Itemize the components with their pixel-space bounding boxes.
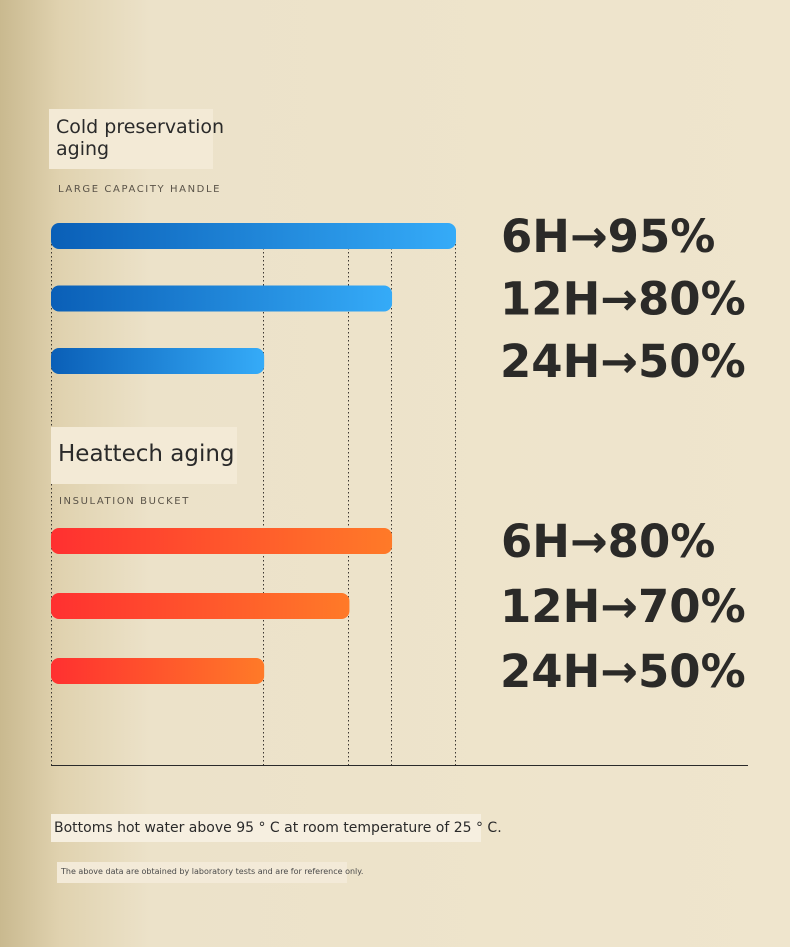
heat-bar-6H — [51, 528, 393, 554]
heat-value-label-6H: 6H→80% — [501, 515, 715, 568]
note-box: Bottoms hot water above 95 ° C at room t… — [51, 814, 502, 842]
heat-subtitle: INSULATION BUCKET — [59, 496, 190, 507]
note-text: Bottoms hot water above 95 ° C at room t… — [54, 820, 502, 836]
heat-value-label-12H: 12H→70% — [500, 580, 746, 633]
heat-value-label-24H: 24H→50% — [500, 645, 746, 698]
cold-bar-12H — [51, 285, 393, 312]
cold-value-label-24H: 24H→50% — [500, 335, 746, 388]
bars-group — [51, 223, 456, 684]
cold-bar-6H — [51, 223, 456, 249]
heat-title: Heattech aging — [58, 441, 235, 467]
heat-bar-24H — [51, 658, 265, 684]
heat-title-box: Heattech aging — [51, 427, 237, 484]
disclaimer-box: The above data are obtained by laborator… — [57, 862, 363, 883]
disclaimer-text: The above data are obtained by laborator… — [61, 867, 364, 876]
cold-title: Cold preservation aging — [56, 116, 225, 160]
cold-bar-24H — [51, 348, 265, 374]
heat-bar-12H — [51, 593, 350, 619]
value-labels-group: 6H→95% 12H→80% 24H→50% 6H→80% 12H→70% 24H→50% — [500, 210, 746, 698]
cold-value-label-12H: 12H→80% — [500, 273, 746, 326]
cold-value-label-6H: 6H→95% — [501, 210, 715, 263]
cold-title-box: Cold preservation aging — [49, 109, 224, 169]
cold-subtitle: LARGE CAPACITY HANDLE — [58, 184, 222, 195]
